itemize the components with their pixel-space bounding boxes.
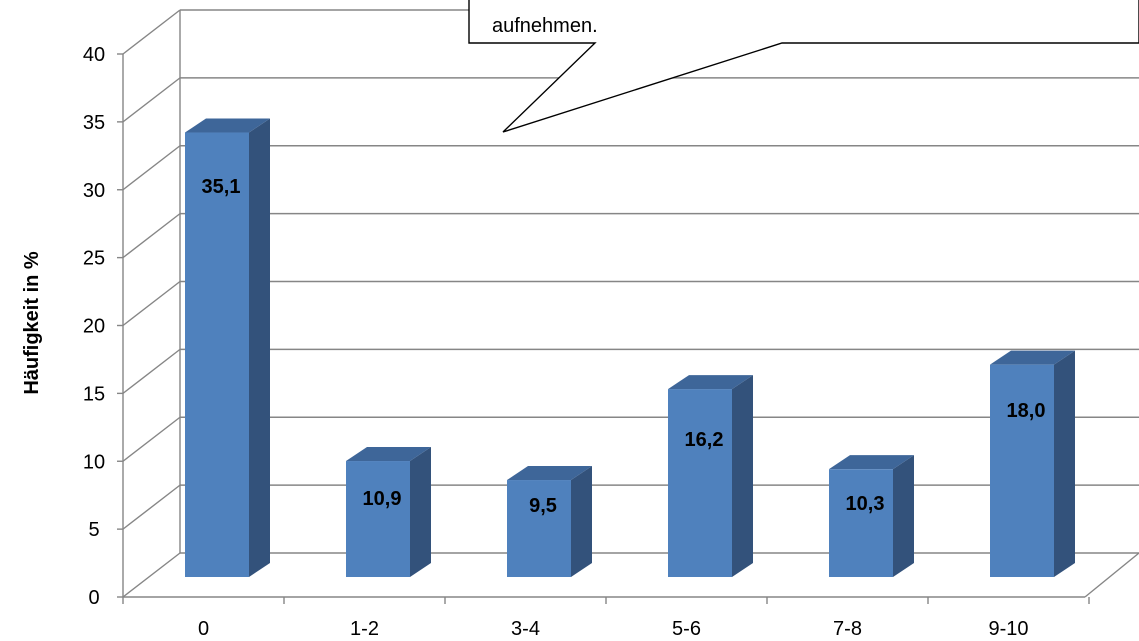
gridline-diagonal	[122, 213, 181, 259]
bar	[829, 455, 914, 577]
gridline-diagonal	[122, 145, 181, 191]
bar-top	[668, 375, 753, 390]
bar-front	[990, 364, 1054, 577]
callout-bubble	[468, 0, 1139, 133]
bar-front	[668, 389, 732, 577]
x-tick-label: 0	[198, 618, 209, 640]
axes: 0 5 10 15 20 25 30 35 40 0 1-2 3-4 5-6 7-8 9-10	[83, 44, 1090, 640]
bar-top	[185, 118, 270, 133]
y-tick-label: 40	[83, 44, 105, 66]
bars	[185, 118, 1075, 577]
speech-bubble-callout	[468, 0, 1139, 133]
gridline-diagonal	[122, 280, 181, 327]
data-label: 10,9	[363, 488, 402, 510]
data-label: 16,2	[685, 429, 724, 451]
bar-side	[893, 455, 914, 577]
bar-front	[507, 480, 571, 577]
bar-top	[346, 447, 431, 462]
bar	[990, 350, 1075, 577]
y-tick-label: 20	[83, 316, 105, 338]
gridline-diagonal	[122, 9, 181, 55]
bar-side	[410, 447, 431, 577]
data-labels: 35,1 10,9 9,5 16,2 10,3 18,0	[202, 176, 1046, 517]
y-tick-label: 15	[83, 383, 105, 405]
bar-top	[990, 350, 1075, 365]
floor-edge	[1084, 552, 1139, 598]
bar-side	[249, 118, 270, 577]
y-tick-label: 0	[88, 587, 99, 609]
data-label: 18,0	[1007, 400, 1046, 422]
bar	[507, 466, 592, 577]
data-label: 9,5	[529, 495, 557, 517]
x-tick-label: 7-8	[833, 618, 862, 640]
y-axis-title: Häufigkeit in %	[21, 251, 43, 395]
x-tick-label: 9-10	[988, 618, 1028, 640]
bar	[668, 375, 753, 577]
callout-text: aufnehmen.	[492, 0, 1132, 38]
x-tick-label: 3-4	[511, 618, 540, 640]
data-label: 35,1	[202, 176, 241, 198]
bar-front	[185, 132, 249, 577]
y-tick-label: 5	[88, 519, 99, 541]
data-label: 10,3	[846, 493, 885, 515]
y-tick-label: 10	[83, 451, 105, 473]
bar-side	[732, 375, 753, 577]
gridline-diagonal	[122, 416, 181, 462]
bar	[185, 118, 270, 577]
bar	[346, 447, 431, 577]
bar-top	[829, 455, 914, 470]
gridlines	[122, 9, 1139, 598]
bar-side	[571, 466, 592, 577]
y-tick-label: 30	[83, 180, 105, 202]
y-tick-label: 35	[83, 112, 105, 134]
callout-line: aufnehmen.	[492, 15, 598, 37]
gridline-diagonal	[122, 77, 181, 123]
x-tick-label: 5-6	[672, 618, 701, 640]
x-tick-label: 1-2	[350, 618, 379, 640]
gridline-diagonal	[122, 552, 181, 598]
bar-front	[346, 461, 410, 577]
gridline-diagonal	[122, 484, 181, 530]
bar-top	[507, 466, 592, 481]
bar-side	[1054, 350, 1075, 577]
bar-front	[829, 469, 893, 577]
gridline-diagonal	[122, 348, 181, 394]
y-tick-label: 25	[83, 248, 105, 270]
